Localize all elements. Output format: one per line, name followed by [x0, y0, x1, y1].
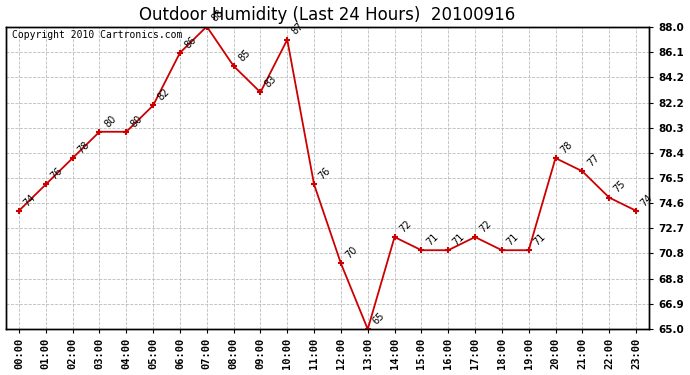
Text: 76: 76 — [317, 166, 333, 182]
Text: 71: 71 — [424, 232, 440, 248]
Text: 72: 72 — [397, 218, 413, 234]
Text: 88: 88 — [210, 8, 225, 24]
Text: 82: 82 — [156, 87, 172, 103]
Text: 77: 77 — [585, 153, 601, 168]
Text: 87: 87 — [290, 21, 306, 37]
Text: 65: 65 — [371, 310, 386, 326]
Text: 70: 70 — [344, 245, 359, 261]
Text: 71: 71 — [451, 232, 467, 248]
Text: 75: 75 — [612, 179, 628, 195]
Text: 71: 71 — [531, 232, 547, 248]
Text: 83: 83 — [263, 74, 279, 90]
Text: 71: 71 — [504, 232, 520, 248]
Text: 85: 85 — [237, 47, 252, 63]
Text: 78: 78 — [558, 140, 574, 155]
Text: 74: 74 — [639, 192, 655, 208]
Text: Copyright 2010 Cartronics.com: Copyright 2010 Cartronics.com — [12, 30, 182, 39]
Text: 76: 76 — [48, 166, 64, 182]
Text: 80: 80 — [129, 113, 145, 129]
Text: 74: 74 — [22, 192, 37, 208]
Title: Outdoor Humidity (Last 24 Hours)  20100916: Outdoor Humidity (Last 24 Hours) 2010091… — [139, 6, 515, 24]
Text: 78: 78 — [75, 140, 91, 155]
Text: 80: 80 — [102, 113, 118, 129]
Text: 86: 86 — [183, 34, 199, 50]
Text: 72: 72 — [477, 218, 494, 234]
